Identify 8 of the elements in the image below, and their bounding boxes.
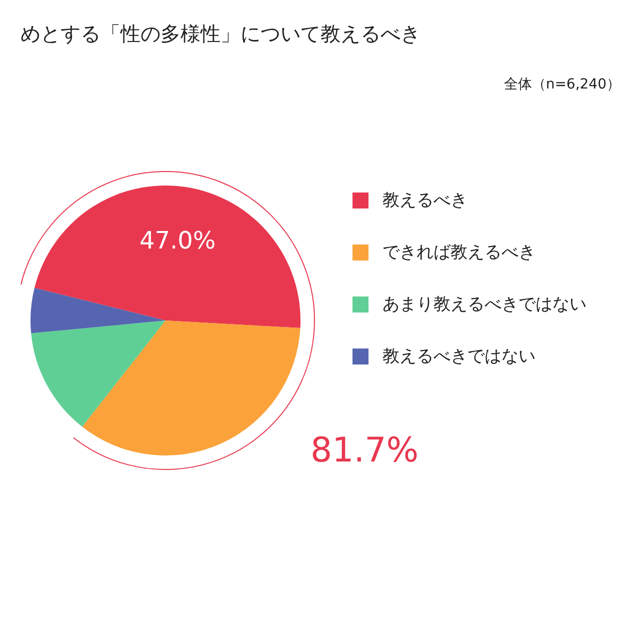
legend-label: あまり教えるべきではない — [382, 294, 586, 314]
text: 81.7% — [310, 430, 419, 470]
data-label: 47.0% — [139, 226, 216, 254]
legend-label: できれば教えるべき — [382, 242, 536, 262]
chart-title: めとする「性の多様性」について教えるべき — [20, 22, 420, 46]
chart-subtitle: 全体（n=6,240） — [504, 76, 621, 92]
legend-label: 教えるべき — [382, 190, 468, 210]
legend-label: 教えるべきではない — [382, 346, 536, 366]
